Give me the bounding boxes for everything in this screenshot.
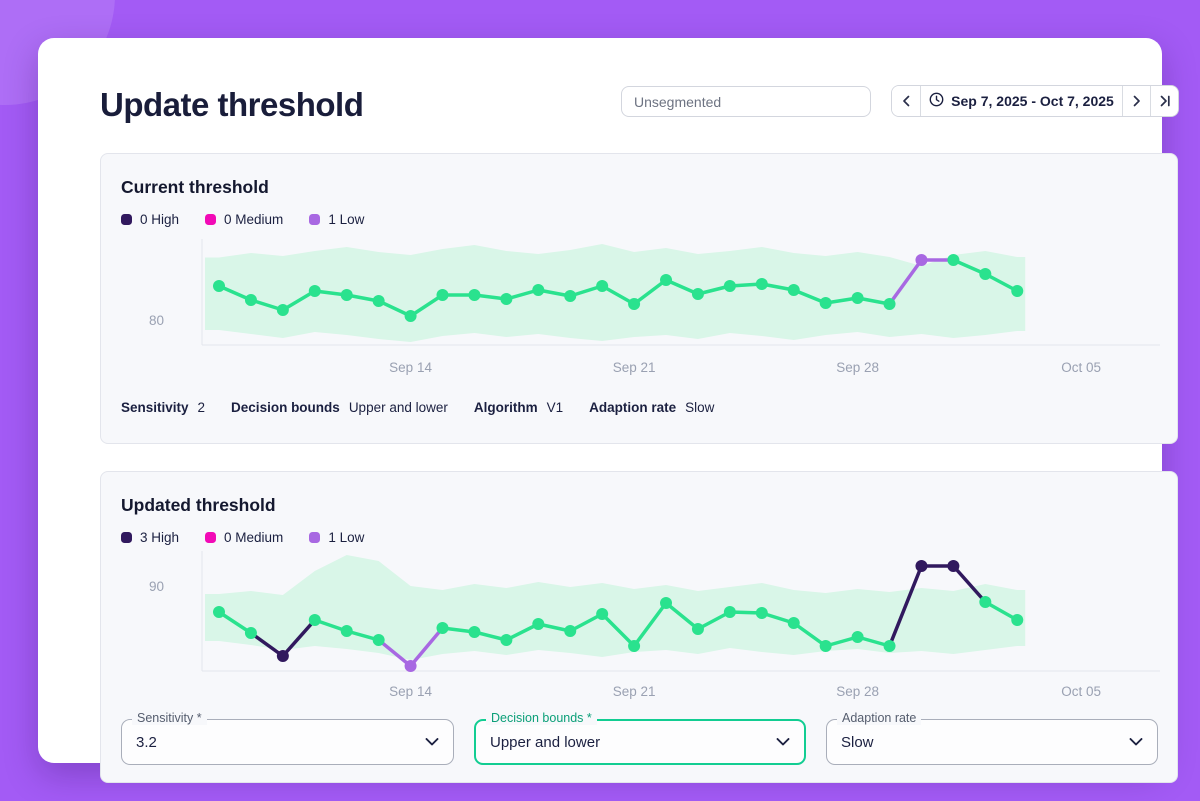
sensitivity-select[interactable]: Sensitivity * 3.2 <box>121 711 454 765</box>
svg-text:90: 90 <box>149 579 164 594</box>
threshold-settings-fields: Sensitivity * 3.2 Decision bounds * Uppe… <box>101 711 1177 765</box>
skip-to-latest-button[interactable] <box>1150 86 1178 116</box>
svg-text:Oct 05: Oct 05 <box>1061 360 1101 375</box>
summary-sensitivity: Sensitivity 2 <box>121 400 206 415</box>
medium-legend-marker-icon <box>205 532 217 543</box>
svg-text:Sep 21: Sep 21 <box>613 684 656 699</box>
panel-title: Current threshold <box>121 177 269 197</box>
main-card: Update threshold Sep 7, 2025 - Oct 7, 20… <box>38 38 1179 783</box>
segment-input[interactable] <box>621 86 871 117</box>
summary-decision-bounds: Decision bounds Upper and lower <box>231 400 448 415</box>
current-threshold-chart: 80 Sep 14 Sep 21 Sep 28 Oct 05 <box>149 239 1160 375</box>
medium-legend-marker-icon <box>205 214 217 225</box>
panel-title: Updated threshold <box>121 495 276 515</box>
legend-item-low: 1 Low <box>309 530 364 545</box>
field-label: Sensitivity * <box>132 711 207 725</box>
date-range-label: Sep 7, 2025 - Oct 7, 2025 <box>951 93 1114 109</box>
svg-text:Sep 14: Sep 14 <box>389 360 432 375</box>
legend-label: 0 High <box>140 212 180 227</box>
svg-text:Oct 05: Oct 05 <box>1061 684 1101 699</box>
previous-period-button[interactable] <box>892 86 920 116</box>
legend-item-high: 3 High <box>121 530 179 545</box>
high-legend-marker-icon <box>121 532 132 543</box>
field-value: Slow <box>841 733 874 751</box>
chevron-down-icon <box>425 733 439 751</box>
updated-threshold-chart: 90 Sep 14 Sep 21 Sep 28 Oct 05 <box>149 551 1160 699</box>
field-value: Upper and lower <box>490 733 601 751</box>
field-label: Adaption rate <box>837 711 922 725</box>
svg-text:80: 80 <box>149 313 164 328</box>
clock-icon <box>929 92 944 110</box>
legend: 0 High 0 Medium 1 Low <box>121 212 364 227</box>
field-value: 3.2 <box>136 733 157 751</box>
legend-item-low: 1 Low <box>309 212 364 227</box>
chevron-right-icon <box>1132 95 1142 107</box>
legend-label: 3 High <box>140 530 180 545</box>
date-range-navigator: Sep 7, 2025 - Oct 7, 2025 <box>891 85 1179 117</box>
high-legend-marker-icon <box>121 214 132 225</box>
decision-bounds-select[interactable]: Decision bounds * Upper and lower <box>474 711 806 765</box>
chevron-down-icon <box>1129 733 1143 751</box>
chevron-left-icon <box>901 95 911 107</box>
legend-label: 0 Medium <box>224 530 284 545</box>
legend-label: 1 Low <box>328 530 365 545</box>
current-settings-summary: Sensitivity 2 Decision bounds Upper and … <box>121 400 714 415</box>
legend-label: 0 Medium <box>224 212 284 227</box>
date-range-button[interactable]: Sep 7, 2025 - Oct 7, 2025 <box>920 86 1122 116</box>
summary-adaption-rate: Adaption rate Slow <box>589 400 715 415</box>
summary-algorithm: Algorithm V1 <box>473 400 564 415</box>
low-legend-marker-icon <box>309 214 321 225</box>
svg-text:Sep 28: Sep 28 <box>836 360 879 375</box>
legend-label: 1 Low <box>328 212 365 227</box>
page-title: Update threshold <box>100 86 364 123</box>
next-period-button[interactable] <box>1122 86 1150 116</box>
svg-text:Sep 21: Sep 21 <box>613 360 656 375</box>
legend-item-high: 0 High <box>121 212 179 227</box>
low-legend-marker-icon <box>309 532 321 543</box>
updated-threshold-panel: Updated threshold 3 High 0 Medium 1 Low … <box>100 471 1178 783</box>
field-label: Decision bounds * <box>486 711 597 725</box>
skip-end-icon <box>1159 95 1171 107</box>
adaption-rate-select[interactable]: Adaption rate Slow <box>826 711 1158 765</box>
legend-item-medium: 0 Medium <box>205 530 283 545</box>
current-threshold-panel: Current threshold 0 High 0 Medium 1 Low … <box>100 153 1178 444</box>
chevron-down-icon <box>776 733 790 751</box>
legend: 3 High 0 Medium 1 Low <box>121 530 364 545</box>
svg-text:Sep 28: Sep 28 <box>836 684 879 699</box>
svg-text:Sep 14: Sep 14 <box>389 684 432 699</box>
legend-item-medium: 0 Medium <box>205 212 283 227</box>
